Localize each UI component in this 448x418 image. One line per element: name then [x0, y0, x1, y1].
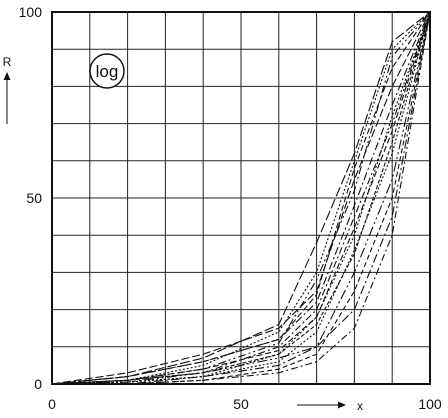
x-axis-label-text: x	[357, 399, 363, 413]
y-tick-label: 50	[26, 190, 42, 206]
log-badge-text: log	[96, 62, 119, 81]
tick-labels: 0 50 100 0 50 100	[19, 4, 442, 412]
x-axis-label: x	[297, 399, 363, 413]
series-line-1	[51, 11, 431, 385]
series-line-13	[51, 11, 431, 385]
series-line-12	[51, 11, 431, 385]
y-axis-arrow-head	[3, 72, 11, 80]
x-axis-arrow-head	[338, 401, 346, 409]
y-axis-label-text: R	[3, 55, 12, 69]
x-tick-label: 50	[233, 396, 249, 412]
y-tick-label: 0	[34, 376, 42, 392]
y-axis-label: R	[3, 55, 12, 124]
series-line-15	[51, 11, 431, 385]
series-line-2	[51, 11, 431, 385]
x-tick-label: 0	[48, 396, 56, 412]
series-line-5	[51, 11, 431, 385]
series-line-11	[51, 11, 431, 385]
plot-frame	[51, 11, 431, 385]
series-line-4	[51, 11, 431, 385]
x-tick-label: 100	[418, 396, 442, 412]
series-line-14	[52, 11, 431, 385]
series-line-10	[51, 11, 431, 385]
series-line-9	[52, 11, 431, 385]
series-group	[51, 11, 431, 385]
series-line-6	[51, 11, 431, 385]
log-badge: log	[89, 53, 125, 89]
y-tick-label: 100	[19, 4, 43, 20]
series-line-7	[51, 11, 431, 385]
log-badge-circle	[89, 53, 125, 89]
